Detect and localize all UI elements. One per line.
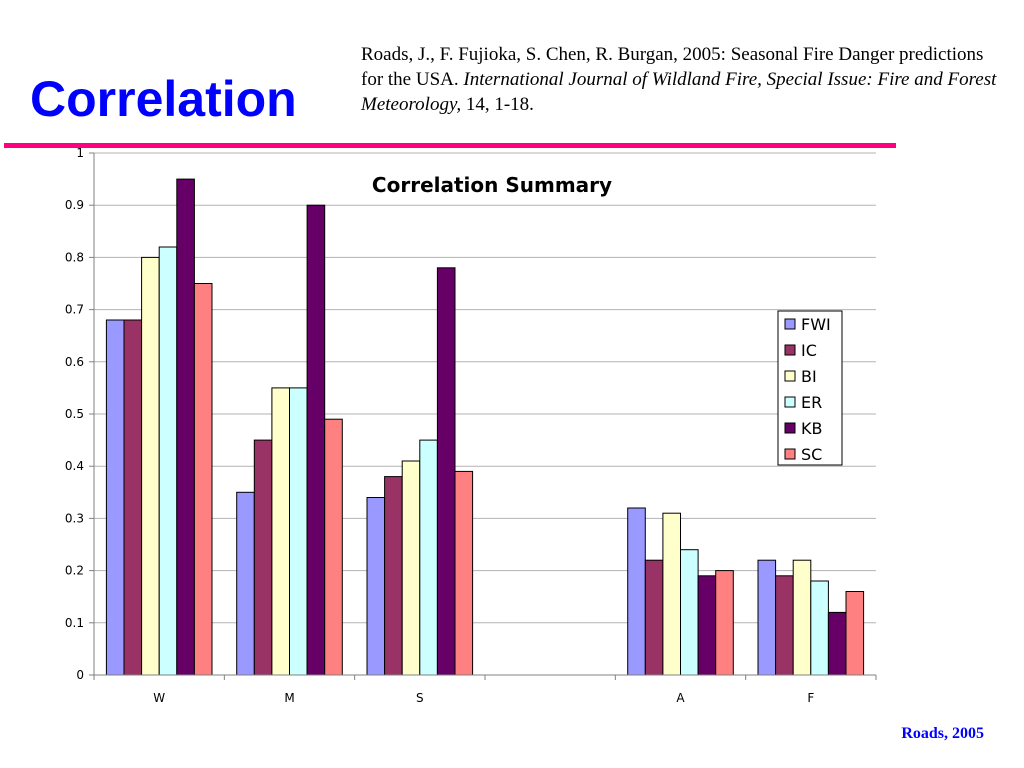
legend-label-fwi: FWI: [801, 315, 831, 334]
bar-kb-w: [176, 178, 195, 676]
y-tick-label: 0.3: [65, 511, 84, 525]
legend: FWI IC BI ER KB SC: [777, 310, 843, 466]
legend-label-bi: BI: [801, 367, 817, 386]
bar-ic-f: [775, 575, 794, 676]
bar-er-f: [810, 580, 829, 676]
title-rule: [4, 143, 896, 148]
citation: Roads, J., F. Fujioka, S. Chen, R. Burga…: [361, 42, 1001, 117]
bar-bi-m: [271, 387, 290, 676]
bar-ic-a: [644, 559, 664, 676]
y-tick-label: 0.6: [65, 355, 84, 369]
bar-sc-m: [324, 418, 343, 676]
footer-credit: Roads, 2005: [901, 725, 984, 742]
x-tick-label: F: [807, 691, 814, 705]
citation-journal: International Journal of Wildland Fire, …: [361, 69, 997, 115]
legend-label-kb: KB: [801, 419, 822, 438]
bar-kb-s: [436, 267, 456, 676]
bar-fwi-m: [236, 491, 255, 676]
bar-ic-s: [384, 476, 403, 676]
legend-swatch-er: [784, 396, 796, 408]
bar-sc-w: [193, 283, 213, 676]
y-tick-label: 1: [76, 146, 84, 160]
bar-ic-w: [123, 319, 143, 676]
legend-label-sc: SC: [801, 445, 822, 464]
legend-swatch-kb: [784, 422, 796, 434]
legend-swatch-bi: [784, 370, 796, 382]
slide-title: Correlation: [30, 71, 297, 127]
legend-swatch-sc: [784, 448, 796, 460]
y-tick-label: 0.4: [65, 459, 84, 473]
x-tick-label: A: [676, 691, 685, 705]
y-tick-label: 0.1: [65, 616, 84, 630]
bar-bi-s: [401, 460, 421, 676]
bar-ic-m: [253, 439, 273, 676]
bar-bi-a: [662, 512, 682, 676]
bars: [105, 178, 865, 676]
bar-er-a: [680, 549, 699, 676]
y-tick-label: 0.9: [65, 198, 84, 212]
bar-sc-f: [845, 591, 865, 676]
bar-sc-s: [454, 470, 474, 676]
bar-kb-m: [306, 204, 326, 676]
bar-fwi-f: [757, 559, 777, 676]
y-tick-label: 0.8: [65, 250, 84, 264]
chart-title: Correlation Summary: [372, 173, 612, 197]
bar-fwi-a: [627, 507, 646, 676]
bar-fwi-w: [105, 319, 125, 676]
axes: 0 0.1 0.2 0.3 0.4 0.5 0.6 0.7 0.8 0.9 1 W M S A F: [65, 146, 877, 705]
x-tick-label: W: [153, 691, 165, 705]
y-tick-label: 0.7: [65, 303, 84, 317]
bar-er-s: [419, 439, 438, 676]
bar-fwi-s: [366, 497, 386, 676]
legend-swatch-fwi: [784, 318, 796, 330]
legend-label-er: ER: [801, 393, 822, 412]
x-tick-label: S: [416, 691, 424, 705]
legend-box: [777, 310, 843, 466]
bar-sc-a: [715, 570, 734, 676]
bar-er-w: [158, 246, 178, 676]
y-tick-label: 0.2: [65, 564, 84, 578]
bar-kb-a: [697, 575, 717, 676]
citation-volume: 14, 1-18.: [461, 94, 534, 115]
bar-bi-f: [792, 559, 812, 676]
y-tick-label: 0.5: [65, 407, 84, 421]
x-tick-label: M: [284, 691, 294, 705]
bar-bi-w: [141, 256, 160, 676]
legend-swatch-ic: [784, 344, 796, 356]
legend-label-ic: IC: [801, 341, 817, 360]
y-tick-label: 0: [76, 668, 84, 682]
bar-kb-f: [827, 611, 847, 676]
citation-authors: Roads, J., F. Fujioka, S. Chen, R. Burga…: [361, 44, 984, 90]
bar-er-m: [289, 387, 308, 676]
